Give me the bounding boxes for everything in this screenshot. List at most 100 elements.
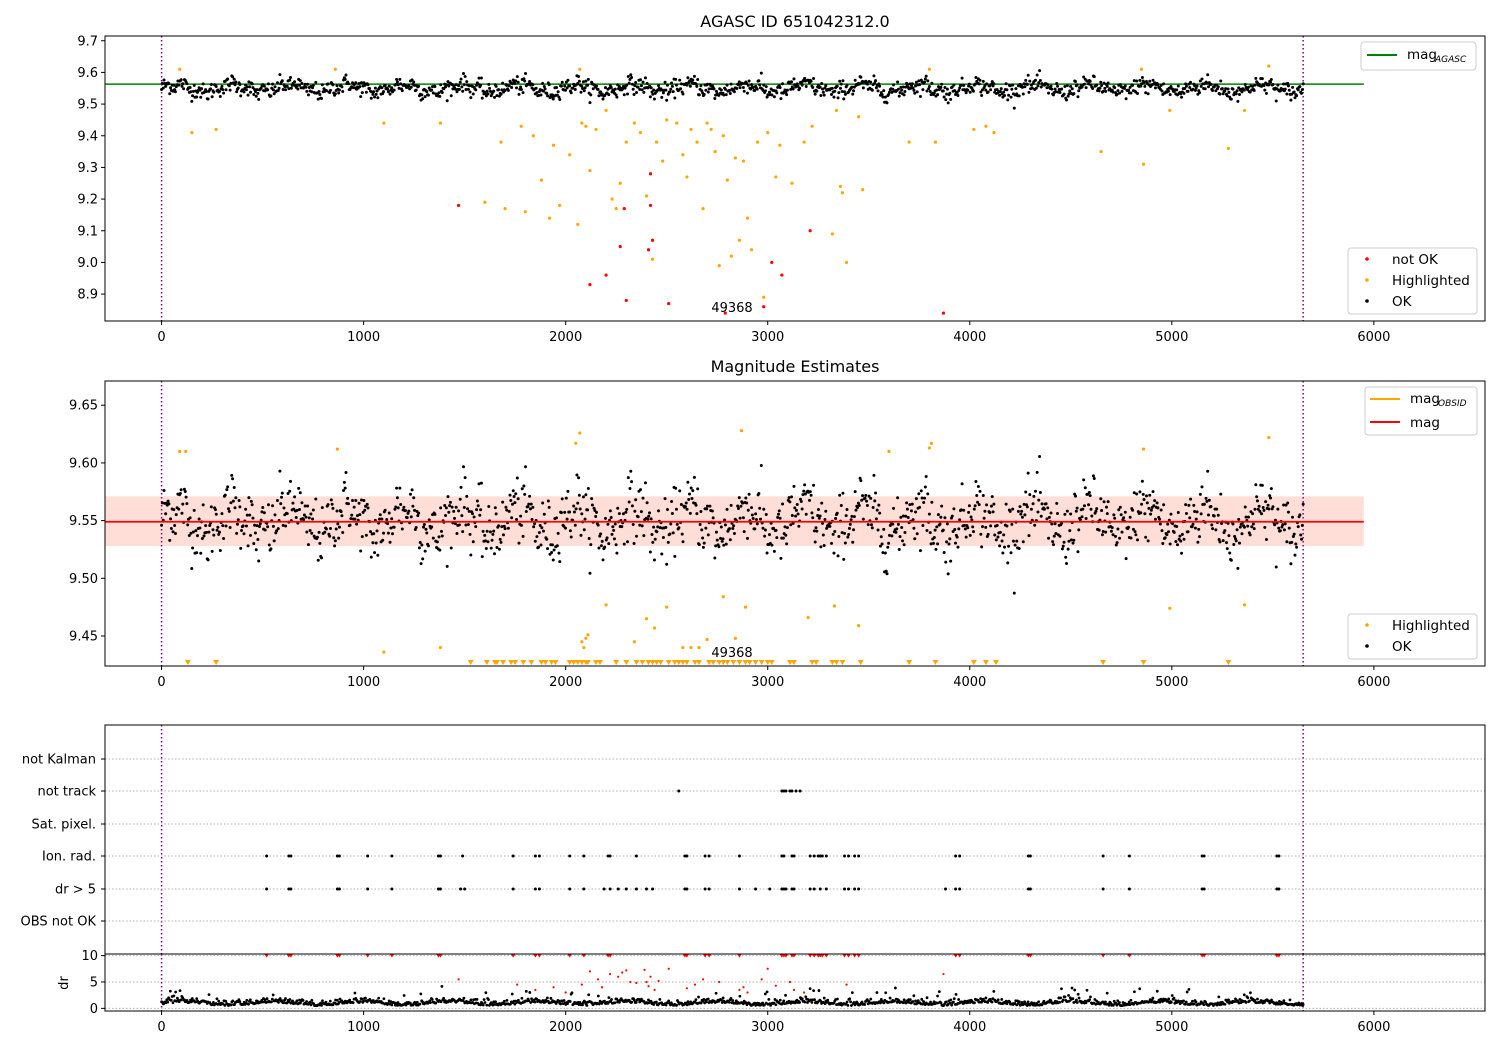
x-tick-label: 2000 xyxy=(549,675,582,690)
ok-point xyxy=(186,523,190,527)
ok-point xyxy=(469,553,473,557)
ok-point xyxy=(465,80,469,84)
below-range-marker xyxy=(675,660,682,665)
ok-point xyxy=(271,504,275,508)
ok-point xyxy=(745,536,749,540)
dr-ok-point xyxy=(247,1002,250,1006)
ok-point xyxy=(515,517,519,521)
ok-point xyxy=(1223,529,1227,533)
ok-point xyxy=(818,514,822,518)
ok-point xyxy=(1016,509,1020,513)
ok-point xyxy=(306,93,310,97)
flag-point xyxy=(812,854,816,858)
flag-point xyxy=(847,854,851,858)
ok-point xyxy=(1030,86,1034,90)
ok-point xyxy=(207,530,211,534)
ok-point xyxy=(477,482,481,486)
ok-point xyxy=(1002,94,1006,98)
ok-point xyxy=(979,90,983,94)
ok-point xyxy=(1242,88,1246,92)
flag-point xyxy=(337,887,341,891)
ok-point xyxy=(840,90,844,94)
ok-point xyxy=(1012,106,1016,110)
ok-point xyxy=(723,518,727,522)
dr-ok-point xyxy=(295,999,299,1003)
ok-point xyxy=(1229,558,1233,562)
dr-high-point xyxy=(580,983,583,986)
ok-point xyxy=(706,90,710,94)
ok-point xyxy=(568,84,572,88)
ok-point xyxy=(1076,550,1080,554)
dr-ok-point xyxy=(1063,995,1067,999)
ok-point xyxy=(510,502,514,506)
ok-point xyxy=(713,556,717,560)
ok-point xyxy=(564,496,568,500)
ok-point xyxy=(1224,87,1228,91)
ok-point xyxy=(882,527,886,531)
ok-point xyxy=(784,90,788,94)
ok-point xyxy=(1167,89,1171,93)
dr-ok-point xyxy=(1088,998,1092,1002)
ok-point xyxy=(214,512,218,516)
ok-point xyxy=(934,547,938,551)
ok-point xyxy=(1286,501,1290,505)
ok-point xyxy=(627,81,631,85)
ok-point xyxy=(1036,84,1040,88)
ok-point xyxy=(821,90,825,94)
y-tick-label: 9.55 xyxy=(69,514,98,529)
ok-point xyxy=(986,532,990,536)
dr-ok-point xyxy=(1116,999,1120,1003)
dr-ok-point xyxy=(566,1002,569,1006)
dr-high-point xyxy=(802,991,806,994)
ok-point xyxy=(267,543,271,547)
ok-point xyxy=(941,89,945,93)
ok-point xyxy=(523,79,527,83)
ok-point xyxy=(359,95,363,99)
highlighted-point xyxy=(741,159,746,163)
ok-point xyxy=(669,522,673,526)
ok-point xyxy=(275,529,279,533)
ok-point xyxy=(1216,85,1220,89)
dr-ok-point xyxy=(557,999,561,1003)
ok-point xyxy=(665,507,669,511)
dr-clipped-marker xyxy=(819,953,825,958)
ok-point xyxy=(640,88,644,92)
ok-point xyxy=(989,504,993,508)
ok-point xyxy=(1020,85,1024,89)
ok-point xyxy=(488,89,492,93)
ok-point xyxy=(747,79,751,83)
ok-point xyxy=(847,526,851,530)
dr-ok-point xyxy=(705,1000,708,1004)
ok-point xyxy=(689,486,693,490)
ok-point xyxy=(833,530,837,534)
ok-point xyxy=(1140,82,1144,86)
dr-ok-point xyxy=(920,997,924,1001)
ok-point xyxy=(1218,92,1222,96)
ok-point xyxy=(1239,522,1243,526)
dr-ok-point xyxy=(957,998,961,1001)
ok-point xyxy=(380,517,384,521)
ok-point xyxy=(758,506,762,510)
ok-point xyxy=(761,88,765,92)
ok-point xyxy=(262,511,266,515)
ok-point xyxy=(493,506,497,510)
ok-point xyxy=(1026,471,1030,475)
ok-point xyxy=(751,86,755,90)
dr-ok-point xyxy=(810,1000,814,1004)
ok-point xyxy=(257,559,261,563)
ok-point xyxy=(218,94,222,98)
ok-point xyxy=(182,87,186,91)
ok-point xyxy=(1298,85,1302,89)
ok-point xyxy=(246,544,250,548)
ok-point xyxy=(188,85,192,89)
below-range-marker xyxy=(696,660,703,665)
ok-point xyxy=(1182,91,1186,95)
ok-point xyxy=(457,509,461,513)
ok-point xyxy=(1264,537,1268,541)
ok-point xyxy=(495,94,499,98)
ok-point xyxy=(181,82,185,86)
not-ok-point xyxy=(646,248,651,252)
ok-point xyxy=(190,567,194,571)
highlighted-point xyxy=(638,130,643,135)
ok-point xyxy=(297,83,301,87)
